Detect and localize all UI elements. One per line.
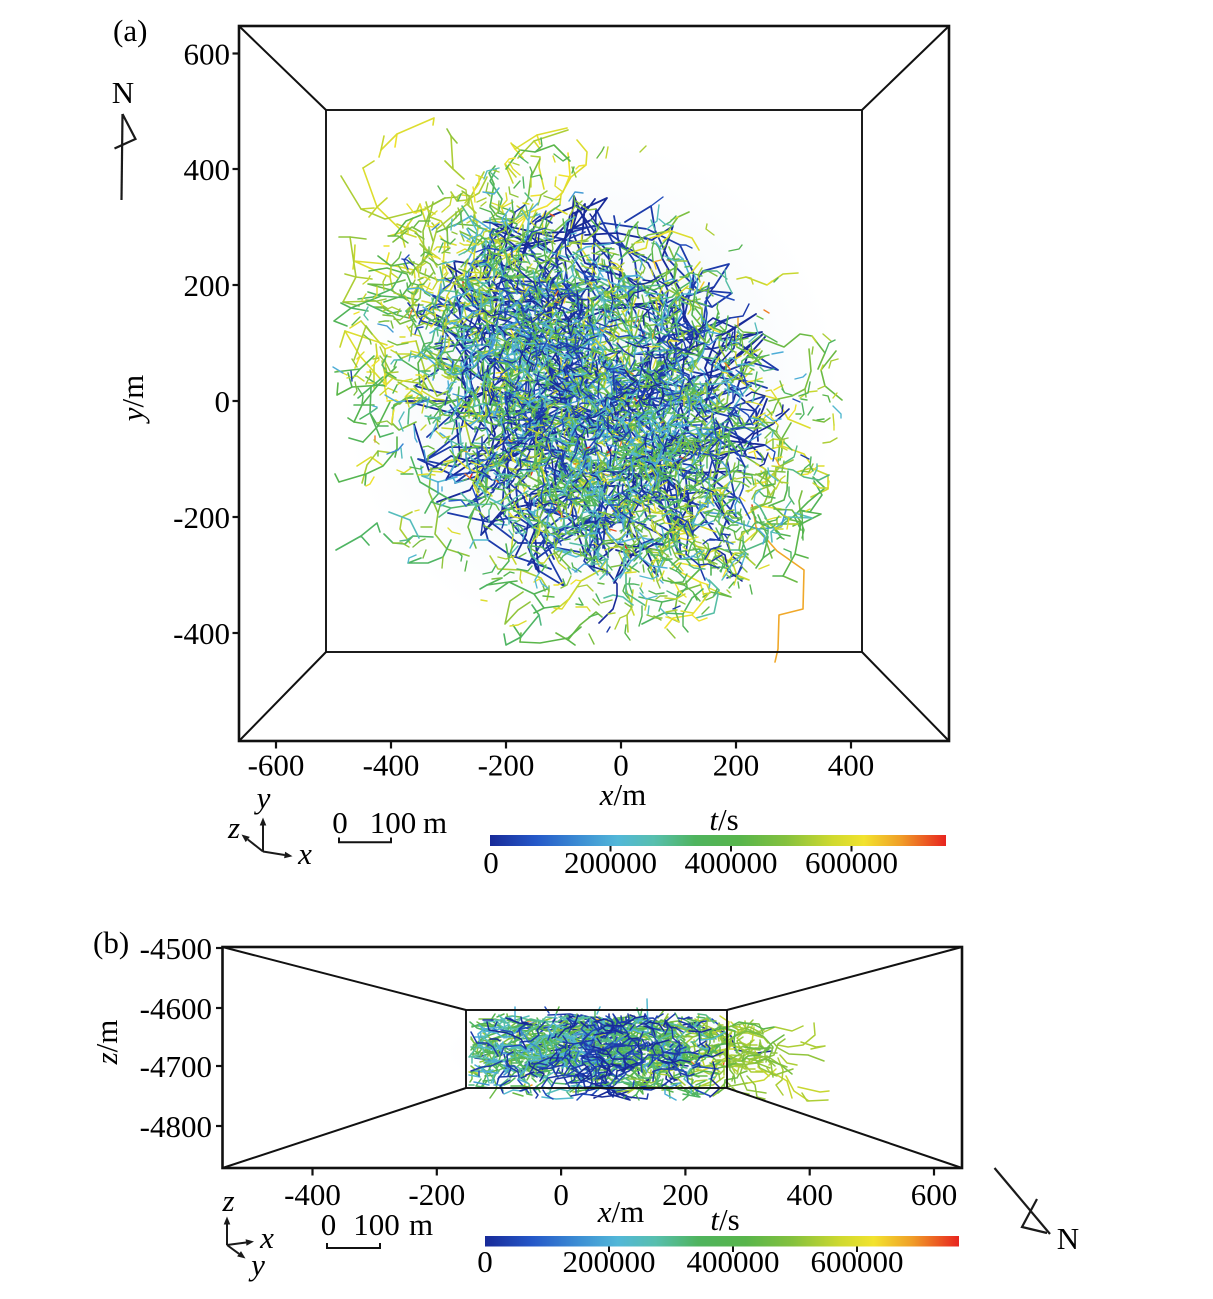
svg-text:200: 200 [184, 268, 231, 303]
svg-text:600: 600 [184, 37, 231, 72]
svg-text:200: 200 [713, 748, 760, 783]
svg-text:y/m: y/m [115, 375, 150, 425]
svg-text:t/s: t/s [710, 1202, 739, 1237]
svg-text:N: N [1057, 1221, 1079, 1256]
svg-text:x/m: x/m [599, 777, 647, 812]
svg-text:-4800: -4800 [140, 1109, 212, 1144]
svg-text:x: x [297, 836, 312, 871]
svg-text:-200: -200 [173, 500, 230, 535]
svg-text:(b): (b) [93, 925, 129, 960]
svg-text:-200: -200 [408, 1177, 465, 1212]
svg-text:m: m [409, 1207, 433, 1242]
svg-text:0: 0 [553, 1177, 569, 1212]
svg-text:-600: -600 [248, 748, 305, 783]
svg-text:-400: -400 [173, 616, 230, 651]
svg-text:100: 100 [353, 1207, 400, 1242]
svg-text:400: 400 [786, 1177, 833, 1212]
svg-text:x/m: x/m [597, 1194, 645, 1229]
svg-text:0: 0 [477, 1244, 493, 1279]
svg-text:N: N [112, 75, 134, 110]
svg-text:600: 600 [911, 1177, 958, 1212]
svg-text:0: 0 [332, 805, 348, 840]
svg-text:400: 400 [184, 152, 231, 187]
svg-text:t/s: t/s [709, 802, 738, 837]
svg-text:-400: -400 [363, 748, 420, 783]
svg-text:0: 0 [215, 384, 231, 419]
svg-text:0: 0 [483, 845, 499, 880]
svg-text:0: 0 [321, 1207, 337, 1242]
svg-text:y: y [254, 780, 271, 815]
svg-text:y: y [248, 1247, 265, 1282]
svg-text:x: x [259, 1220, 274, 1255]
svg-text:m: m [423, 805, 447, 840]
svg-text:-4500: -4500 [140, 931, 212, 966]
svg-text:400: 400 [828, 748, 875, 783]
svg-text:z: z [227, 810, 240, 845]
svg-text:100: 100 [370, 805, 417, 840]
svg-text:-4600: -4600 [140, 991, 212, 1026]
svg-text:-200: -200 [478, 748, 535, 783]
svg-text:200: 200 [662, 1177, 709, 1212]
svg-text:z/m: z/m [89, 1020, 124, 1066]
svg-text:-400: -400 [284, 1177, 341, 1212]
svg-text:0: 0 [613, 748, 629, 783]
svg-text:(a): (a) [113, 13, 147, 48]
svg-text:-4700: -4700 [140, 1049, 212, 1084]
svg-text:z: z [221, 1183, 234, 1218]
